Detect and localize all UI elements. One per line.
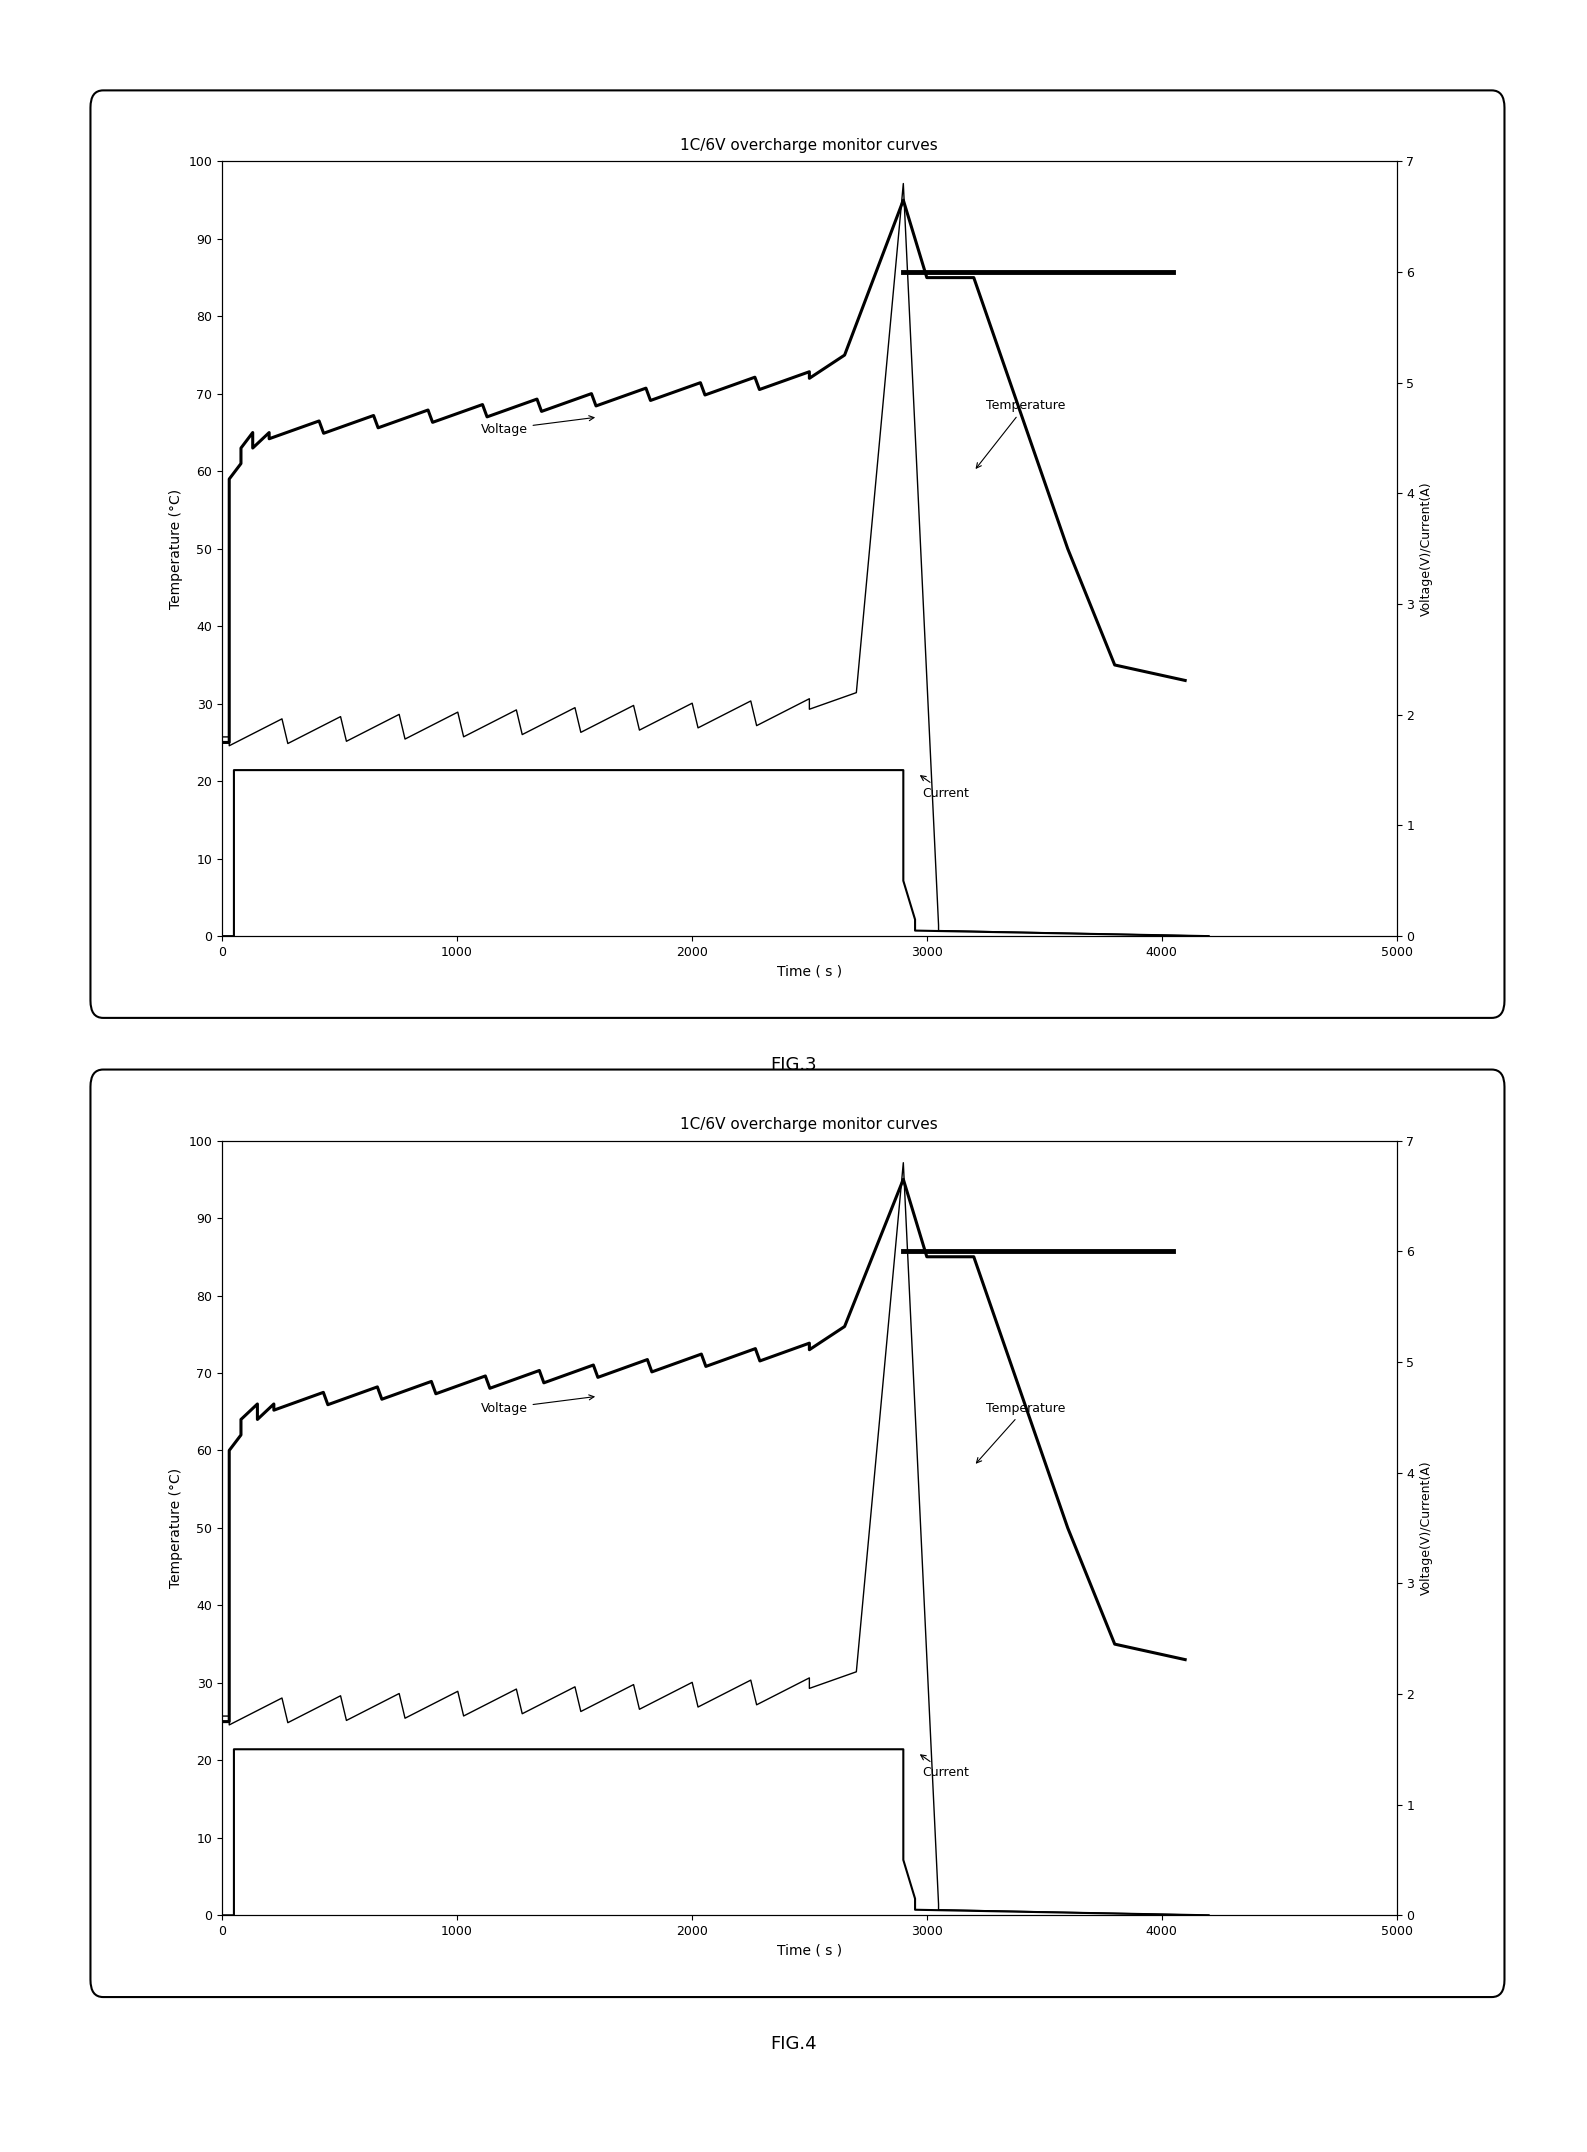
Y-axis label: Temperature (°C): Temperature (°C) [170,1468,183,1588]
Title: 1C/6V overcharge monitor curves: 1C/6V overcharge monitor curves [681,1117,938,1132]
Text: Voltage: Voltage [481,1394,594,1414]
Text: Temperature: Temperature [976,1401,1065,1463]
X-axis label: Time ( s ): Time ( s ) [776,1943,843,1958]
Text: Current: Current [920,775,970,801]
Y-axis label: Voltage(V)/Current(A): Voltage(V)/Current(A) [1420,482,1433,615]
Text: FIG.3: FIG.3 [770,1057,817,1074]
Text: Voltage: Voltage [481,415,594,435]
X-axis label: Time ( s ): Time ( s ) [776,964,843,979]
Title: 1C/6V overcharge monitor curves: 1C/6V overcharge monitor curves [681,138,938,153]
Y-axis label: Voltage(V)/Current(A): Voltage(V)/Current(A) [1420,1461,1433,1595]
Text: Current: Current [920,1754,970,1780]
Text: Temperature: Temperature [976,400,1065,469]
Text: FIG.4: FIG.4 [770,2036,817,2053]
Y-axis label: Temperature (°C): Temperature (°C) [170,489,183,609]
